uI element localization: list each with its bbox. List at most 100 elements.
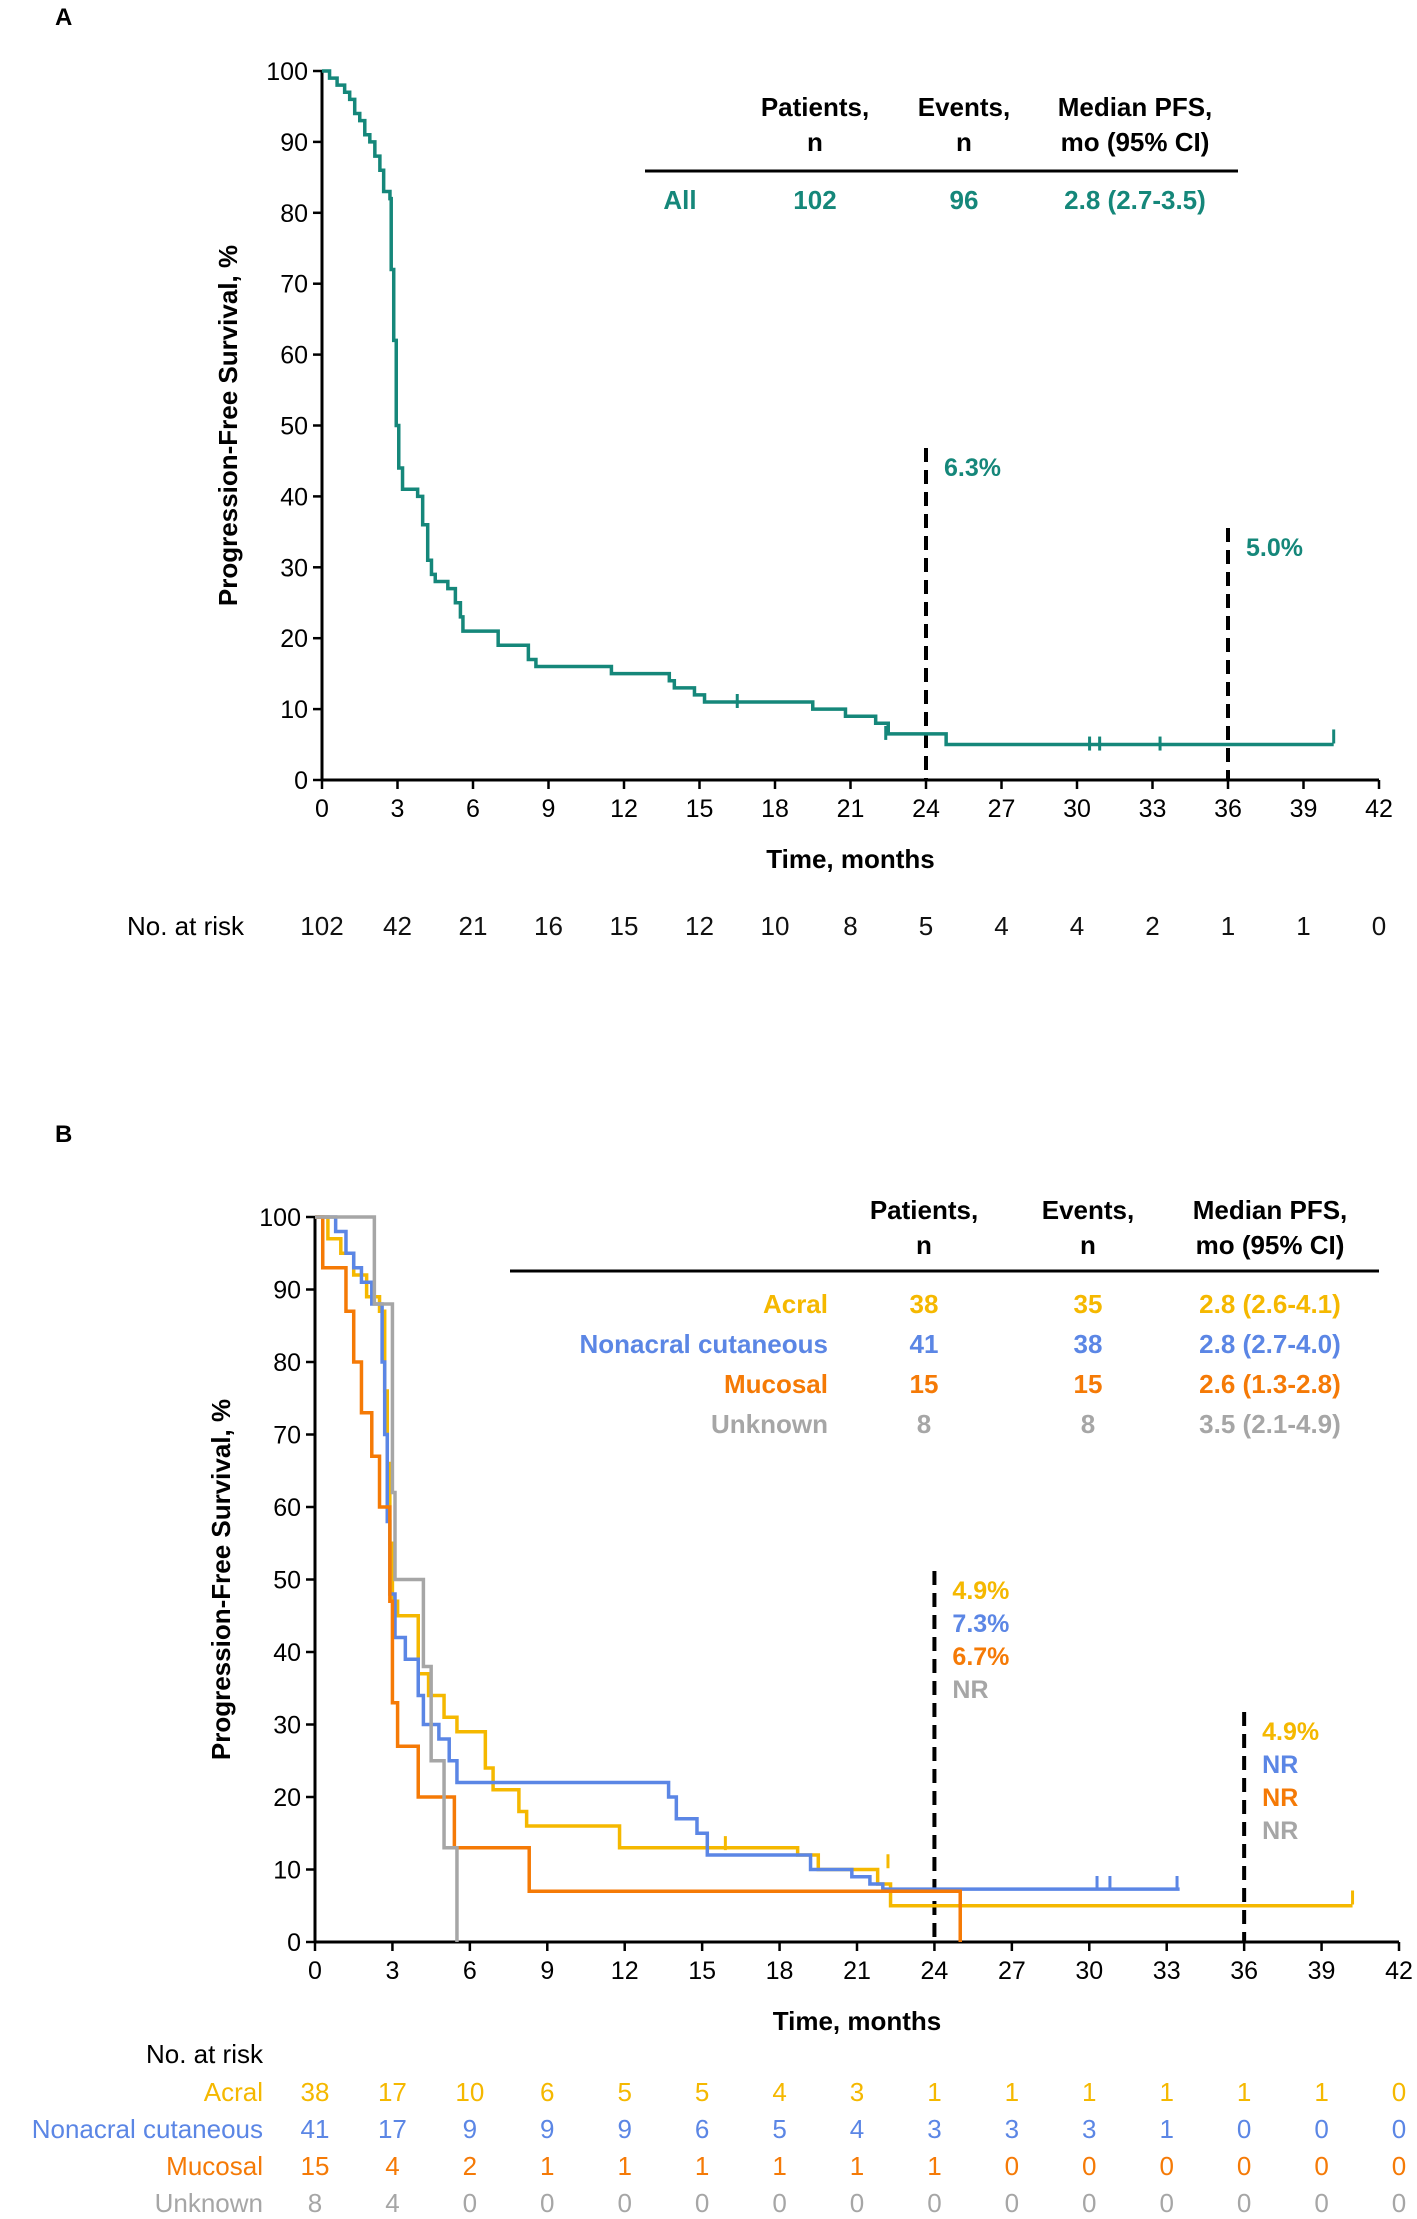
table-patients: 102 (793, 185, 836, 215)
table-median-pfs: 2.8 (2.7-4.0) (1199, 1329, 1341, 1359)
table-group-label: Unknown (711, 1409, 828, 1439)
x-tick-label: 36 (1214, 795, 1242, 823)
x-tick-label: 6 (463, 1957, 477, 1985)
table-header: n (807, 127, 823, 157)
landmark-label-24: 4.9% (952, 1577, 1009, 1605)
risk-count: 4 (850, 2114, 864, 2144)
y-tick-label: 0 (287, 1929, 301, 1957)
y-tick-label: 40 (273, 1639, 301, 1667)
km-curve-all (322, 69, 1334, 747)
x-tick-label: 0 (315, 795, 329, 823)
y-tick-label: 40 (280, 483, 308, 511)
table-header: Patients, (761, 92, 869, 122)
x-tick-label: 36 (1230, 1957, 1258, 1985)
table-header: Events, (918, 92, 1011, 122)
risk-count: 0 (1082, 2188, 1096, 2218)
risk-count: 2 (1145, 911, 1159, 941)
risk-count: 3 (850, 2077, 864, 2107)
y-tick-label: 100 (266, 58, 308, 86)
risk-count: 2 (463, 2151, 477, 2181)
risk-count: 4 (994, 911, 1008, 941)
y-tick-label: 0 (294, 767, 308, 795)
risk-count: 0 (1237, 2151, 1251, 2181)
risk-count: 3 (1005, 2114, 1019, 2144)
km-curve-unknown (315, 1215, 459, 1942)
x-tick-label: 12 (611, 1957, 639, 1985)
risk-count: 1 (540, 2151, 554, 2181)
table-header: Patients, (870, 1195, 978, 1225)
x-tick-label: 9 (542, 795, 556, 823)
risk-count: 4 (385, 2151, 399, 2181)
risk-count: 1 (617, 2151, 631, 2181)
risk-count: 1 (927, 2077, 941, 2107)
risk-count: 42 (383, 911, 412, 941)
landmark-label-24: 7.3% (952, 1610, 1009, 1638)
x-tick-label: 27 (998, 1957, 1026, 1985)
risk-count: 1 (927, 2151, 941, 2181)
risk-count: 1 (1296, 911, 1310, 941)
risk-count: 0 (1392, 2114, 1406, 2144)
risk-count: 0 (1159, 2151, 1173, 2181)
y-tick-label: 20 (280, 625, 308, 653)
risk-count: 1 (850, 2151, 864, 2181)
risk-count: 9 (463, 2114, 477, 2144)
risk-count: 6 (540, 2077, 554, 2107)
table-events: 96 (950, 185, 979, 215)
risk-count: 3 (1082, 2114, 1096, 2144)
risk-count: 3 (927, 2114, 941, 2144)
x-tick-label: 3 (391, 795, 405, 823)
y-tick-label: 30 (280, 554, 308, 582)
table-events: 35 (1074, 1289, 1103, 1319)
km-curve-nonacral-cutaneous (315, 1215, 1180, 1891)
table-header: Events, (1042, 1195, 1135, 1225)
risk-count: 38 (301, 2077, 330, 2107)
table-median-pfs: 2.8 (2.7-3.5) (1064, 185, 1206, 215)
risk-count: 10 (455, 2077, 484, 2107)
x-tick-label: 39 (1290, 795, 1318, 823)
y-tick-label: 80 (273, 1349, 301, 1377)
risk-count: 1 (695, 2151, 709, 2181)
table-events: 8 (1081, 1409, 1095, 1439)
x-tick-label: 15 (688, 1957, 716, 1985)
risk-count: 4 (1070, 911, 1084, 941)
risk-count: 9 (617, 2114, 631, 2144)
risk-count: 5 (695, 2077, 709, 2107)
risk-count: 0 (1005, 2188, 1019, 2218)
table-group-label: Acral (763, 1289, 828, 1319)
x-tick-label: 30 (1075, 1957, 1103, 1985)
y-tick-label: 90 (273, 1277, 301, 1305)
x-tick-label: 30 (1063, 795, 1091, 823)
risk-count: 0 (1314, 2151, 1328, 2181)
landmark-label-36: 5.0% (1246, 534, 1303, 562)
risk-count: 1 (772, 2151, 786, 2181)
x-tick-label: 18 (766, 1957, 794, 1985)
risk-count: 0 (1392, 2077, 1406, 2107)
x-tick-label: 24 (912, 795, 940, 823)
risk-count: 10 (761, 911, 790, 941)
y-tick-label: 50 (280, 413, 308, 441)
y-tick-label: 60 (273, 1494, 301, 1522)
landmark-label-36: NR (1262, 1784, 1298, 1812)
risk-count: 5 (919, 911, 933, 941)
risk-count: 8 (308, 2188, 322, 2218)
table-header: Median PFS, (1058, 92, 1213, 122)
x-tick-label: 0 (308, 1957, 322, 1985)
risk-count: 12 (685, 911, 714, 941)
risk-count: 0 (1005, 2151, 1019, 2181)
risk-count: 0 (1392, 2188, 1406, 2218)
risk-count: 5 (617, 2077, 631, 2107)
table-header: mo (95% CI) (1196, 1230, 1345, 1260)
table-patients: 8 (917, 1409, 931, 1439)
risk-row-label: Mucosal (166, 2151, 263, 2181)
y-tick-label: 60 (280, 342, 308, 370)
landmark-label-24: 6.3% (944, 454, 1001, 482)
x-tick-label: 33 (1153, 1957, 1181, 1985)
x-tick-label: 12 (610, 795, 638, 823)
risk-row-label: Nonacral cutaneous (32, 2114, 263, 2144)
y-tick-label: 20 (273, 1784, 301, 1812)
y-tick-label: 10 (280, 696, 308, 724)
risk-count: 102 (300, 911, 343, 941)
x-tick-label: 6 (466, 795, 480, 823)
